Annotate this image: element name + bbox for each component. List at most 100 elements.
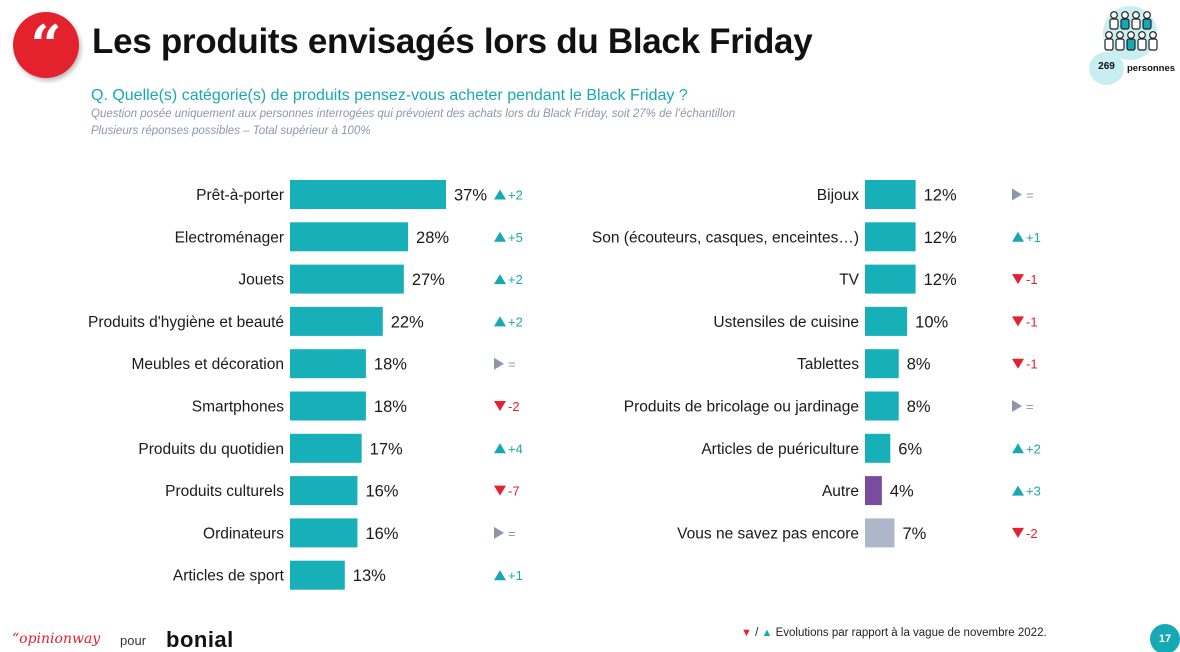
evolution-value-jouets: +2 (508, 272, 523, 287)
value-label-produits-du-quotidien: 17% (370, 440, 403, 458)
value-label-produits-culturels: 16% (365, 483, 398, 501)
category-label-vous-ne-savez-pas-encore: Vous ne savez pas encore (677, 525, 859, 542)
bar-son-ecouteurs-casques-enceintes (865, 222, 916, 252)
evolution-up-icon-produits-du-quotidien (494, 443, 506, 454)
evolution-down-icon-vous-ne-savez-pas-encore (1012, 527, 1024, 538)
bar-tv (865, 264, 916, 294)
category-label-tv: TV (839, 272, 859, 289)
value-label-produits-de-bricolage-ou-jardinage: 8% (907, 398, 931, 416)
up-triangle-icon: ▲ (761, 627, 773, 639)
evolution-value-pret-a-porter: +2 (508, 188, 523, 203)
evolution-value-vous-ne-savez-pas-encore: -2 (1026, 526, 1038, 541)
bar-articles-de-puericulture (865, 433, 891, 463)
bar-produits-culturels (290, 476, 358, 506)
down-triangle-icon: ▼ (741, 627, 752, 639)
evolution-value-electromenager: +5 (508, 230, 523, 245)
value-label-electromenager: 28% (416, 229, 449, 247)
evolution-value-ordinateurs: = (508, 526, 516, 541)
sample-count-label: personnes (1127, 63, 1176, 74)
category-label-produits-culturels: Produits culturels (165, 483, 284, 500)
category-label-meubles-et-decoration: Meubles et décoration (131, 356, 284, 373)
category-label-produits-d-hygiene-et-beaute: Produits d'hygiène et beauté (88, 314, 284, 331)
evolution-up-icon-articles-de-sport (494, 570, 506, 581)
evolution-eq-icon-meubles-et-decoration (494, 357, 504, 370)
evolution-value-tablettes: -1 (1026, 357, 1038, 372)
bar-vous-ne-savez-pas-encore (865, 518, 895, 548)
evolution-eq-icon-ordinateurs (494, 526, 504, 539)
evolution-value-produits-du-quotidien: +4 (508, 441, 523, 456)
evolution-value-bijoux: = (1026, 188, 1034, 203)
evolution-up-icon-articles-de-puericulture (1012, 443, 1024, 454)
value-label-pret-a-porter: 37% (454, 187, 487, 205)
value-label-ustensiles-de-cuisine: 10% (915, 313, 948, 331)
page-title: Les produits envisagés lors du Black Fri… (92, 22, 813, 61)
evolution-legend: ▼ / ▲ Evolutions par rapport à la vague … (741, 627, 1047, 639)
value-label-autre: 4% (890, 483, 914, 501)
evolution-up-icon-pret-a-porter (494, 189, 506, 200)
bar-produits-de-bricolage-ou-jardinage (865, 391, 899, 421)
evolution-value-son-ecouteurs-casques-enceintes: +1 (1026, 230, 1041, 245)
value-label-meubles-et-decoration: 18% (374, 356, 407, 374)
category-label-ustensiles-de-cuisine: Ustensiles de cuisine (713, 314, 859, 331)
bar-ordinateurs (290, 518, 358, 548)
question-text: Q. Quelle(s) catégorie(s) de produits pe… (91, 87, 688, 104)
bar-electromenager (290, 222, 409, 252)
value-label-smartphones: 18% (374, 398, 407, 416)
value-label-articles-de-puericulture: 6% (898, 440, 922, 458)
evolution-eq-icon-bijoux (1012, 188, 1022, 201)
evolution-eq-icon-produits-de-bricolage-ou-jardinage (1012, 400, 1022, 412)
bonial-logo: bonial (166, 627, 234, 652)
quote-badge: “ (13, 12, 79, 78)
value-label-vous-ne-savez-pas-encore: 7% (903, 525, 927, 543)
evolution-value-produits-de-bricolage-ou-jardinage: = (1026, 399, 1034, 414)
category-label-bijoux: Bijoux (817, 187, 859, 204)
value-label-produits-d-hygiene-et-beaute: 22% (391, 313, 424, 331)
bar-smartphones (290, 391, 366, 421)
value-label-jouets: 27% (412, 271, 445, 289)
evolution-value-articles-de-puericulture: +2 (1026, 441, 1041, 456)
evolution-up-icon-electromenager (494, 231, 506, 242)
sample-count-badge: 269 (1089, 52, 1124, 85)
value-label-ordinateurs: 16% (365, 525, 398, 543)
evolution-value-produits-culturels: -7 (508, 484, 520, 499)
multiple-answers-note: Plusieurs réponses possibles – Total sup… (91, 125, 371, 137)
bar-ustensiles-de-cuisine (865, 306, 908, 336)
bar-produits-du-quotidien (290, 433, 362, 463)
evolution-up-icon-autre (1012, 485, 1024, 496)
footer-pour-text: pour (120, 633, 147, 648)
category-label-articles-de-puericulture: Articles de puériculture (701, 441, 859, 458)
sample-note: Question posée uniquement aux personnes … (91, 108, 736, 120)
category-label-son-ecouteurs-casques-enceintes: Son (écouteurs, casques, enceintes…) (592, 229, 859, 246)
category-label-smartphones: Smartphones (192, 399, 284, 416)
evolution-value-produits-d-hygiene-et-beaute: +2 (508, 314, 523, 329)
bar-autre (865, 476, 882, 506)
evolution-up-icon-son-ecouteurs-casques-enceintes (1012, 231, 1024, 242)
bar-produits-d-hygiene-et-beaute (290, 306, 383, 336)
value-label-bijoux: 12% (924, 187, 957, 205)
legend-separator: / (755, 627, 759, 639)
category-label-tablettes: Tablettes (797, 356, 859, 373)
bar-meubles-et-decoration (290, 349, 366, 379)
category-label-articles-de-sport: Articles de sport (173, 568, 285, 585)
bar-tablettes (865, 349, 899, 379)
value-label-tablettes: 8% (907, 356, 931, 374)
category-label-electromenager: Electroménager (175, 229, 284, 246)
value-label-articles-de-sport: 13% (353, 567, 386, 585)
evolution-down-icon-tv (1012, 274, 1024, 285)
evolution-down-icon-ustensiles-de-cuisine (1012, 316, 1024, 327)
category-label-autre: Autre (822, 483, 859, 500)
bar-bijoux (865, 180, 916, 209)
evolution-down-icon-smartphones (494, 401, 506, 411)
bar-articles-de-sport (290, 560, 345, 590)
evolution-value-articles-de-sport: +1 (508, 568, 523, 583)
evolution-up-icon-jouets (494, 274, 506, 285)
evolution-down-icon-tablettes (1012, 358, 1024, 369)
evolution-value-ustensiles-de-cuisine: -1 (1026, 314, 1038, 329)
bar-jouets (290, 264, 404, 294)
value-label-son-ecouteurs-casques-enceintes: 12% (924, 229, 957, 247)
opinionway-logo: “opinionway (12, 631, 101, 647)
value-label-tv: 12% (924, 271, 957, 289)
evolution-value-tv: -1 (1026, 272, 1038, 287)
